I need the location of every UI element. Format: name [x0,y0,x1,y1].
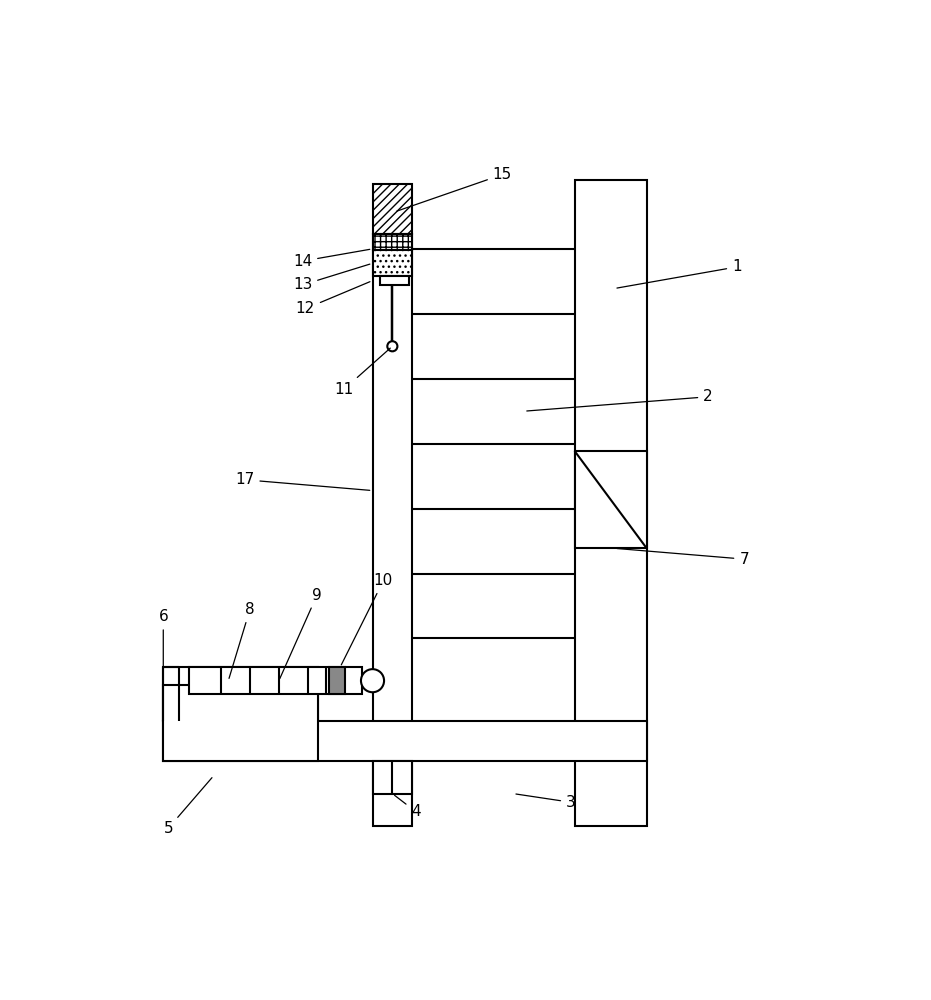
Bar [163,685,318,761]
Bar [372,250,412,276]
Text: 7: 7 [617,549,749,567]
Bar [380,276,409,285]
Circle shape [387,341,398,351]
Text: 12: 12 [296,282,370,316]
Bar [372,234,412,250]
Text: 11: 11 [334,348,390,397]
Text: 2: 2 [527,389,713,411]
Bar [372,184,412,234]
Text: 9: 9 [280,588,322,679]
Text: 4: 4 [395,795,421,819]
Bar [574,180,647,826]
Text: 8: 8 [229,602,255,678]
Circle shape [361,669,385,692]
Text: 10: 10 [342,573,393,665]
Text: 3: 3 [516,794,575,810]
Bar [330,667,345,694]
Text: 14: 14 [293,249,370,269]
Bar [372,234,412,826]
Bar [372,761,412,794]
Text: 6: 6 [158,609,169,697]
Text: 17: 17 [236,472,370,490]
Bar [574,451,647,548]
Text: 13: 13 [293,264,370,292]
Bar [163,667,318,721]
Bar [188,667,361,694]
Text: 5: 5 [164,778,212,836]
Text: 15: 15 [397,167,512,211]
Bar [163,721,647,761]
Text: 1: 1 [617,259,742,288]
